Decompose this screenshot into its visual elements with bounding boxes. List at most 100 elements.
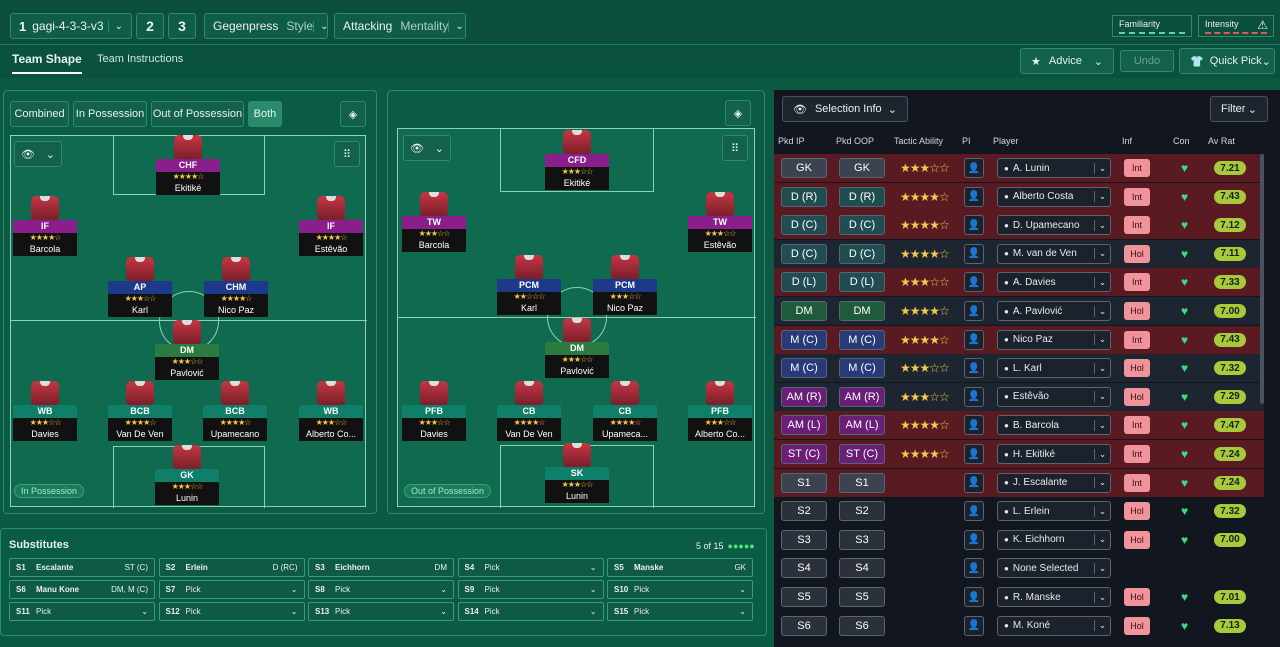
- pkd-ip-button[interactable]: S6: [781, 615, 827, 636]
- familiarity-meter[interactable]: Familiarity: [1112, 15, 1192, 37]
- player-select[interactable]: ● Estêvão ⌄: [997, 386, 1111, 407]
- player-select[interactable]: ● M. Koné ⌄: [997, 615, 1111, 636]
- substitute-slot[interactable]: S8 Pick ⌄: [308, 580, 454, 599]
- substitute-slot[interactable]: S5 Manske GK: [607, 558, 753, 577]
- player-select[interactable]: ● L. Karl ⌄: [997, 358, 1111, 379]
- header-pkd-ip[interactable]: Pkd IP: [778, 136, 805, 146]
- substitute-slot[interactable]: S15 Pick ⌄: [607, 602, 753, 621]
- oop-player-card[interactable]: PFB ★★★☆☆ Alberto Co...: [688, 381, 752, 441]
- player-select[interactable]: ● M. van de Ven ⌄: [997, 243, 1111, 264]
- substitute-slot[interactable]: S14 Pick ⌄: [457, 602, 604, 621]
- substitute-slot[interactable]: S11 Pick ⌄: [9, 602, 155, 621]
- header-av-rat[interactable]: Av Rat: [1208, 136, 1235, 146]
- pkd-oop-button[interactable]: M (C): [839, 358, 885, 379]
- pkd-oop-button[interactable]: AM (L): [839, 415, 885, 436]
- player-select[interactable]: ● B. Barcola ⌄: [997, 415, 1111, 436]
- selection-row[interactable]: S2 S2 👤 ● L. Erlein ⌄ Hol ♥ 7.32: [774, 497, 1264, 526]
- pkd-ip-button[interactable]: DM: [781, 301, 827, 321]
- selection-row[interactable]: S6 S6 👤 ● M. Koné ⌄ Hol ♥ 7.13: [774, 611, 1264, 640]
- substitute-slot[interactable]: S12 Pick ⌄: [158, 602, 305, 621]
- player-instructions-icon[interactable]: 👤: [964, 529, 984, 550]
- player-select[interactable]: ● Nico Paz ⌄: [997, 329, 1111, 350]
- selection-row[interactable]: S4 S4 👤 ● None Selected ⌄: [774, 554, 1264, 583]
- substitute-slot[interactable]: S4 Pick ⌄: [457, 558, 604, 577]
- oop-player-card[interactable]: CB ★★★★☆ Van De Ven: [497, 381, 561, 441]
- header-player[interactable]: Player: [993, 136, 1019, 146]
- player-select[interactable]: ● A. Lunin ⌄: [997, 158, 1111, 178]
- pkd-ip-button[interactable]: D (L): [781, 272, 827, 293]
- selection-row[interactable]: D (R) D (R) ★★★★☆ 👤 ● Alberto Costa ⌄ Int ♥ 7.43: [774, 182, 1264, 211]
- selection-row[interactable]: S1 S1 👤 ● J. Escalante ⌄ Int ♥ 7.24: [774, 468, 1264, 497]
- player-instructions-icon[interactable]: 👤: [964, 358, 984, 379]
- pkd-ip-button[interactable]: S5: [781, 587, 827, 607]
- player-select[interactable]: ● A. Davies ⌄: [997, 272, 1111, 293]
- selection-row[interactable]: M (C) M (C) ★★★☆☆ 👤 ● L. Karl ⌄ Hol ♥ 7.32: [774, 354, 1264, 383]
- tab-team-shape[interactable]: Team Shape: [12, 52, 82, 74]
- view-tab-in-possession[interactable]: In Possession: [73, 101, 147, 127]
- ip-player-card[interactable]: BCB ★★★★☆ Upamecano: [203, 381, 267, 441]
- ip-player-card[interactable]: BCB ★★★★☆ Van De Ven: [108, 381, 172, 441]
- ip-player-card[interactable]: WB ★★★☆☆ Davies: [13, 381, 77, 441]
- selection-info-button[interactable]: 👁 Selection Info ⌄: [782, 96, 908, 122]
- pkd-ip-button[interactable]: M (C): [781, 329, 827, 350]
- header-inf[interactable]: Inf: [1122, 136, 1133, 146]
- oop-player-card[interactable]: TW ★★★☆☆ Barcola: [402, 192, 466, 252]
- pkd-ip-button[interactable]: ST (C): [781, 444, 827, 464]
- selection-row[interactable]: AM (L) AM (L) ★★★★☆ 👤 ● B. Barcola ⌄ Int ♥ 7.47: [774, 411, 1264, 440]
- header-tactic-ability[interactable]: Tactic Ability: [894, 136, 944, 146]
- player-select[interactable]: ● A. Pavlović ⌄: [997, 301, 1111, 321]
- player-instructions-icon[interactable]: 👤: [964, 158, 984, 178]
- mentality-dropdown[interactable]: Attacking Mentality ⌄: [334, 13, 466, 39]
- player-instructions-icon[interactable]: 👤: [964, 415, 984, 436]
- player-select[interactable]: ● K. Eichhorn ⌄: [997, 529, 1111, 550]
- substitute-slot[interactable]: S13 Pick ⌄: [308, 602, 454, 621]
- pkd-oop-button[interactable]: AM (R): [839, 386, 885, 407]
- player-instructions-icon[interactable]: 👤: [964, 501, 984, 522]
- tactic-selector[interactable]: 1 gagi-4-3-3-v3 ⌄: [10, 13, 132, 39]
- player-instructions-icon[interactable]: 👤: [964, 444, 984, 464]
- grid-icon[interactable]: ⠿: [722, 135, 748, 161]
- oop-player-card[interactable]: CB ★★★★☆ Upameca...: [593, 381, 657, 441]
- view-tab-combined[interactable]: Combined: [10, 101, 69, 127]
- player-instructions-icon[interactable]: 👤: [964, 386, 984, 407]
- pkd-oop-button[interactable]: S3: [839, 529, 885, 550]
- player-instructions-icon[interactable]: 👤: [964, 587, 984, 607]
- pkd-oop-button[interactable]: D (R): [839, 186, 885, 207]
- header-pkd-oop[interactable]: Pkd OOP: [836, 136, 875, 146]
- pkd-oop-button[interactable]: S5: [839, 587, 885, 607]
- selection-row[interactable]: S5 S5 👤 ● R. Manske ⌄ Hol ♥ 7.01: [774, 583, 1264, 611]
- player-instructions-icon[interactable]: 👤: [964, 329, 984, 350]
- ip-player-card[interactable]: AP ★★★☆☆ Karl: [108, 257, 172, 317]
- substitute-slot[interactable]: S1 Escalante ST (C): [9, 558, 155, 577]
- player-select[interactable]: ● None Selected ⌄: [997, 558, 1111, 579]
- oop-player-card[interactable]: PFB ★★★☆☆ Davies: [402, 381, 466, 441]
- player-select[interactable]: ● R. Manske ⌄: [997, 587, 1111, 607]
- player-instructions-icon[interactable]: 👤: [964, 301, 984, 321]
- pkd-oop-button[interactable]: ST (C): [839, 444, 885, 464]
- pkd-ip-button[interactable]: S4: [781, 558, 827, 579]
- undo-button[interactable]: Undo: [1120, 50, 1174, 72]
- substitute-slot[interactable]: S3 Eichhorn DM: [308, 558, 454, 577]
- player-instructions-icon[interactable]: 👤: [964, 186, 984, 207]
- pkd-oop-button[interactable]: M (C): [839, 329, 885, 350]
- oop-player-card[interactable]: PCM ★★☆☆☆ Karl: [497, 255, 561, 315]
- advice-button[interactable]: ★ Advice ⌄: [1020, 48, 1114, 74]
- ip-player-card[interactable]: IF ★★★★☆ Barcola: [13, 196, 77, 256]
- substitute-slot[interactable]: S10 Pick ⌄: [607, 580, 753, 599]
- oop-player-card[interactable]: TW ★★★☆☆ Estêvão: [688, 192, 752, 252]
- oop-player-card[interactable]: CFD ★★★☆☆ Ekitiké: [545, 130, 609, 190]
- filter-button[interactable]: Filter ⌄: [1210, 96, 1268, 122]
- player-select[interactable]: ● H. Ekitiké ⌄: [997, 444, 1111, 464]
- substitute-slot[interactable]: S2 Erlein D (RC): [158, 558, 305, 577]
- pkd-ip-button[interactable]: S3: [781, 529, 827, 550]
- ip-player-card[interactable]: DM ★★★☆☆ Pavlović: [155, 320, 219, 380]
- player-select[interactable]: ● L. Erlein ⌄: [997, 501, 1111, 522]
- pkd-oop-button[interactable]: GK: [839, 158, 885, 178]
- player-instructions-icon[interactable]: 👤: [964, 272, 984, 293]
- ip-player-card[interactable]: GK ★★★☆☆ Lunin: [155, 445, 219, 505]
- view-tab-out-of-possession[interactable]: Out of Possession: [151, 101, 244, 127]
- pkd-ip-button[interactable]: AM (L): [781, 415, 827, 436]
- view-tab-both[interactable]: Both: [248, 101, 282, 127]
- tactic-slot-3-button[interactable]: 3: [168, 13, 196, 39]
- selection-row[interactable]: DM DM ★★★★☆ 👤 ● A. Pavlović ⌄ Hol ♥ 7.00: [774, 297, 1264, 325]
